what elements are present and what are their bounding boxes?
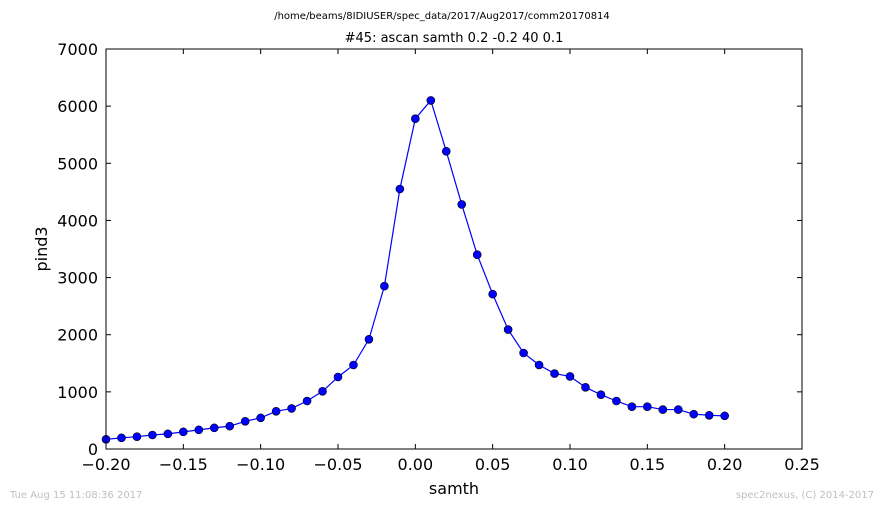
data-point bbox=[612, 396, 621, 406]
data-point bbox=[132, 432, 142, 442]
y-tick-label: 5000 bbox=[57, 154, 98, 173]
x-tick-label: 0.15 bbox=[630, 455, 666, 474]
y-tick-label: 6000 bbox=[57, 97, 98, 116]
data-point bbox=[318, 386, 327, 396]
data-point bbox=[627, 402, 637, 412]
data-point bbox=[411, 114, 420, 124]
y-tick-label: 2000 bbox=[57, 326, 98, 345]
data-point bbox=[179, 427, 188, 437]
chart-title: #45: ascan samth 0.2 -0.2 40 0.1 bbox=[345, 31, 564, 46]
data-point bbox=[349, 360, 358, 370]
x-tick-label: −0.15 bbox=[159, 455, 208, 474]
y-tick-label: 4000 bbox=[57, 211, 98, 230]
data-point bbox=[720, 411, 729, 421]
suptitle: /home/beams/8IDIUSER/spec_data/2017/Aug2… bbox=[274, 11, 610, 22]
data-point bbox=[287, 404, 296, 413]
data-point bbox=[550, 369, 559, 378]
data-point bbox=[488, 289, 497, 299]
data-point bbox=[163, 429, 173, 439]
x-tick-label: −0.10 bbox=[236, 455, 285, 474]
y-tick-label: 0 bbox=[88, 440, 98, 459]
data-point bbox=[209, 423, 219, 433]
data-point bbox=[364, 334, 374, 344]
data-point bbox=[581, 382, 590, 392]
y-axis-label: pind3 bbox=[32, 226, 51, 271]
axes-frame bbox=[105, 48, 803, 450]
data-point bbox=[643, 402, 652, 412]
data-point bbox=[519, 348, 528, 358]
data-point bbox=[271, 406, 281, 416]
data-point bbox=[472, 250, 482, 260]
footer-timestamp: Tue Aug 15 11:08:36 2017 bbox=[9, 490, 142, 501]
data-point bbox=[380, 281, 389, 291]
data-point bbox=[333, 372, 343, 382]
x-tick-label: 0.20 bbox=[707, 455, 743, 474]
x-tick-label: 0.00 bbox=[398, 455, 434, 474]
y-tick-label: 1000 bbox=[57, 383, 98, 402]
series-line bbox=[105, 99, 725, 440]
data-point bbox=[457, 200, 467, 209]
x-tick-label: −0.20 bbox=[81, 455, 130, 474]
data-point bbox=[395, 184, 405, 194]
x-tick-label: −0.05 bbox=[313, 455, 362, 474]
data-point bbox=[148, 430, 157, 440]
y-tick-label: 3000 bbox=[57, 269, 98, 288]
y-tick-label: 7000 bbox=[57, 40, 98, 59]
data-point bbox=[240, 416, 250, 426]
data-point bbox=[256, 413, 265, 423]
data-point bbox=[225, 421, 235, 431]
data-point bbox=[704, 410, 714, 420]
data-point bbox=[117, 433, 126, 443]
data-point bbox=[426, 96, 436, 105]
data-point bbox=[503, 325, 513, 334]
x-tick-label: 0.05 bbox=[475, 455, 511, 474]
data-point bbox=[689, 409, 699, 419]
plot-area bbox=[101, 96, 729, 444]
axis-ticks: −0.20 −0.15 −0.10 −0.05 0.00 0.05 0.10 0.15 0.20… bbox=[57, 40, 820, 474]
x-axis-label: samth bbox=[429, 479, 479, 498]
data-point bbox=[596, 390, 606, 400]
x-tick-label: 0.25 bbox=[784, 455, 820, 474]
data-point bbox=[302, 396, 312, 406]
data-point bbox=[534, 360, 544, 370]
data-point bbox=[441, 146, 451, 156]
data-point bbox=[673, 405, 683, 414]
x-tick-label: 0.10 bbox=[552, 455, 588, 474]
footer-credit: spec2nexus, (C) 2014-2017 bbox=[736, 490, 874, 501]
data-point bbox=[194, 425, 204, 435]
data-point bbox=[658, 405, 668, 414]
data-point bbox=[565, 372, 575, 381]
